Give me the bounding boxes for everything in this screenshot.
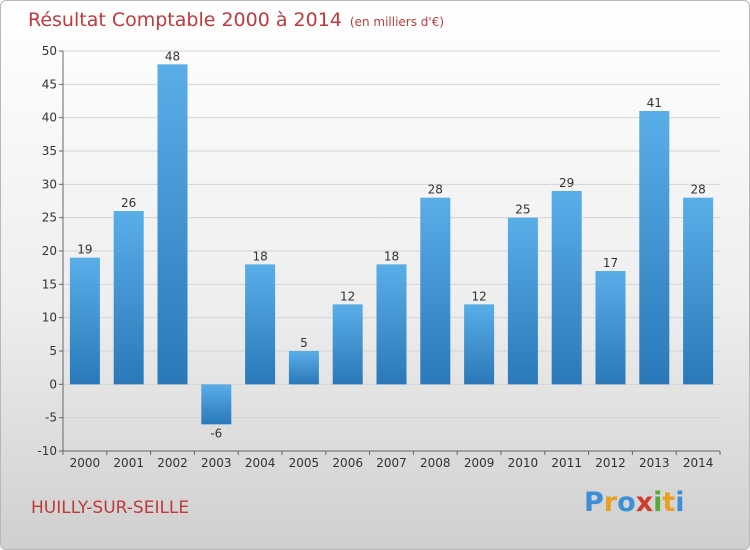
x-tick-label: 2000 [70,456,101,470]
data-label: 26 [121,196,136,210]
bar-2000 [69,257,100,385]
bar-2006 [332,304,363,385]
y-tick-labels: -10 -5 0 5 10 15 20 25 30 35 40 45 50 [37,44,57,458]
proxiti-logo: Proxiti [584,487,685,518]
data-label: 17 [603,256,618,270]
data-label: 25 [515,203,530,217]
location-label: HUILLY-SUR-SEILLE [31,498,190,518]
y-tick-label: -10 [37,444,57,458]
x-tick-label: 2008 [420,456,451,470]
title-text: Résultat Comptable 2000 à 2014 [28,9,342,31]
data-label: 48 [165,49,180,63]
x-tick-label: 2014 [683,456,714,470]
x-tick-label: 2010 [508,456,539,470]
y-tick-label: 5 [49,344,57,358]
data-label: 18 [384,249,399,263]
y-tick-label: 20 [42,244,57,258]
subtitle-text: (en milliers d'€) [349,15,445,29]
data-label: 12 [471,289,486,303]
y-tick-label: 0 [49,377,57,391]
data-label: 18 [252,249,267,263]
bar-2004 [245,264,276,385]
x-tick-labels: 2000 2001 2002 2003 2004 2005 2006 2007 2008 2009… [62,451,721,470]
bar-2001 [113,211,144,385]
x-tick-label: 2009 [464,456,495,470]
x-tick-label: 2003 [201,456,232,470]
y-tick-label: 15 [42,277,57,291]
x-tick-label: 2006 [332,456,363,470]
data-label: 28 [428,183,443,197]
y-tick-label: -5 [45,411,57,425]
x-tick-label: 2001 [113,456,144,470]
y-tick-label: 50 [42,44,57,58]
data-label: 12 [340,289,355,303]
x-tick-label: 2004 [245,456,276,470]
bar-2014 [683,197,714,385]
y-tick-label: 25 [42,211,57,225]
bar-2002 [157,64,188,385]
y-tick-label: 10 [42,311,57,325]
y-tick-label: 45 [42,77,57,91]
bar-2012 [595,271,626,385]
bar-2011 [551,191,582,385]
bar-2007 [376,264,407,385]
data-label: 28 [690,183,705,197]
x-tick-label: 2013 [639,456,670,470]
data-label: 19 [77,243,92,257]
y-tick-label: 30 [42,177,57,191]
data-label: 29 [559,176,574,190]
axes [62,51,720,452]
x-tick-label: 2012 [595,456,626,470]
x-tick-label: 2005 [289,456,320,470]
data-label: 41 [647,96,662,110]
y-tick-label: 35 [42,144,57,158]
bar-2005 [288,351,319,385]
data-label: 5 [300,336,308,350]
bar-2009 [464,304,495,385]
x-tick-label: 2011 [551,456,582,470]
bar-2003 [201,384,232,425]
bar-2010 [507,217,538,385]
data-label: -6 [210,426,222,440]
x-tick-label: 2007 [376,456,407,470]
y-tick-label: 40 [42,111,57,125]
bars [69,64,714,425]
bar-2013 [639,111,670,385]
x-tick-label: 2002 [157,456,188,470]
bar-2008 [420,197,451,385]
data-labels: 19 26 48 -6 18 5 12 18 28 12 25 29 17 41 28 [77,49,705,440]
chart-title: Résultat Comptable 2000 à 2014 (en millie… [28,9,444,31]
